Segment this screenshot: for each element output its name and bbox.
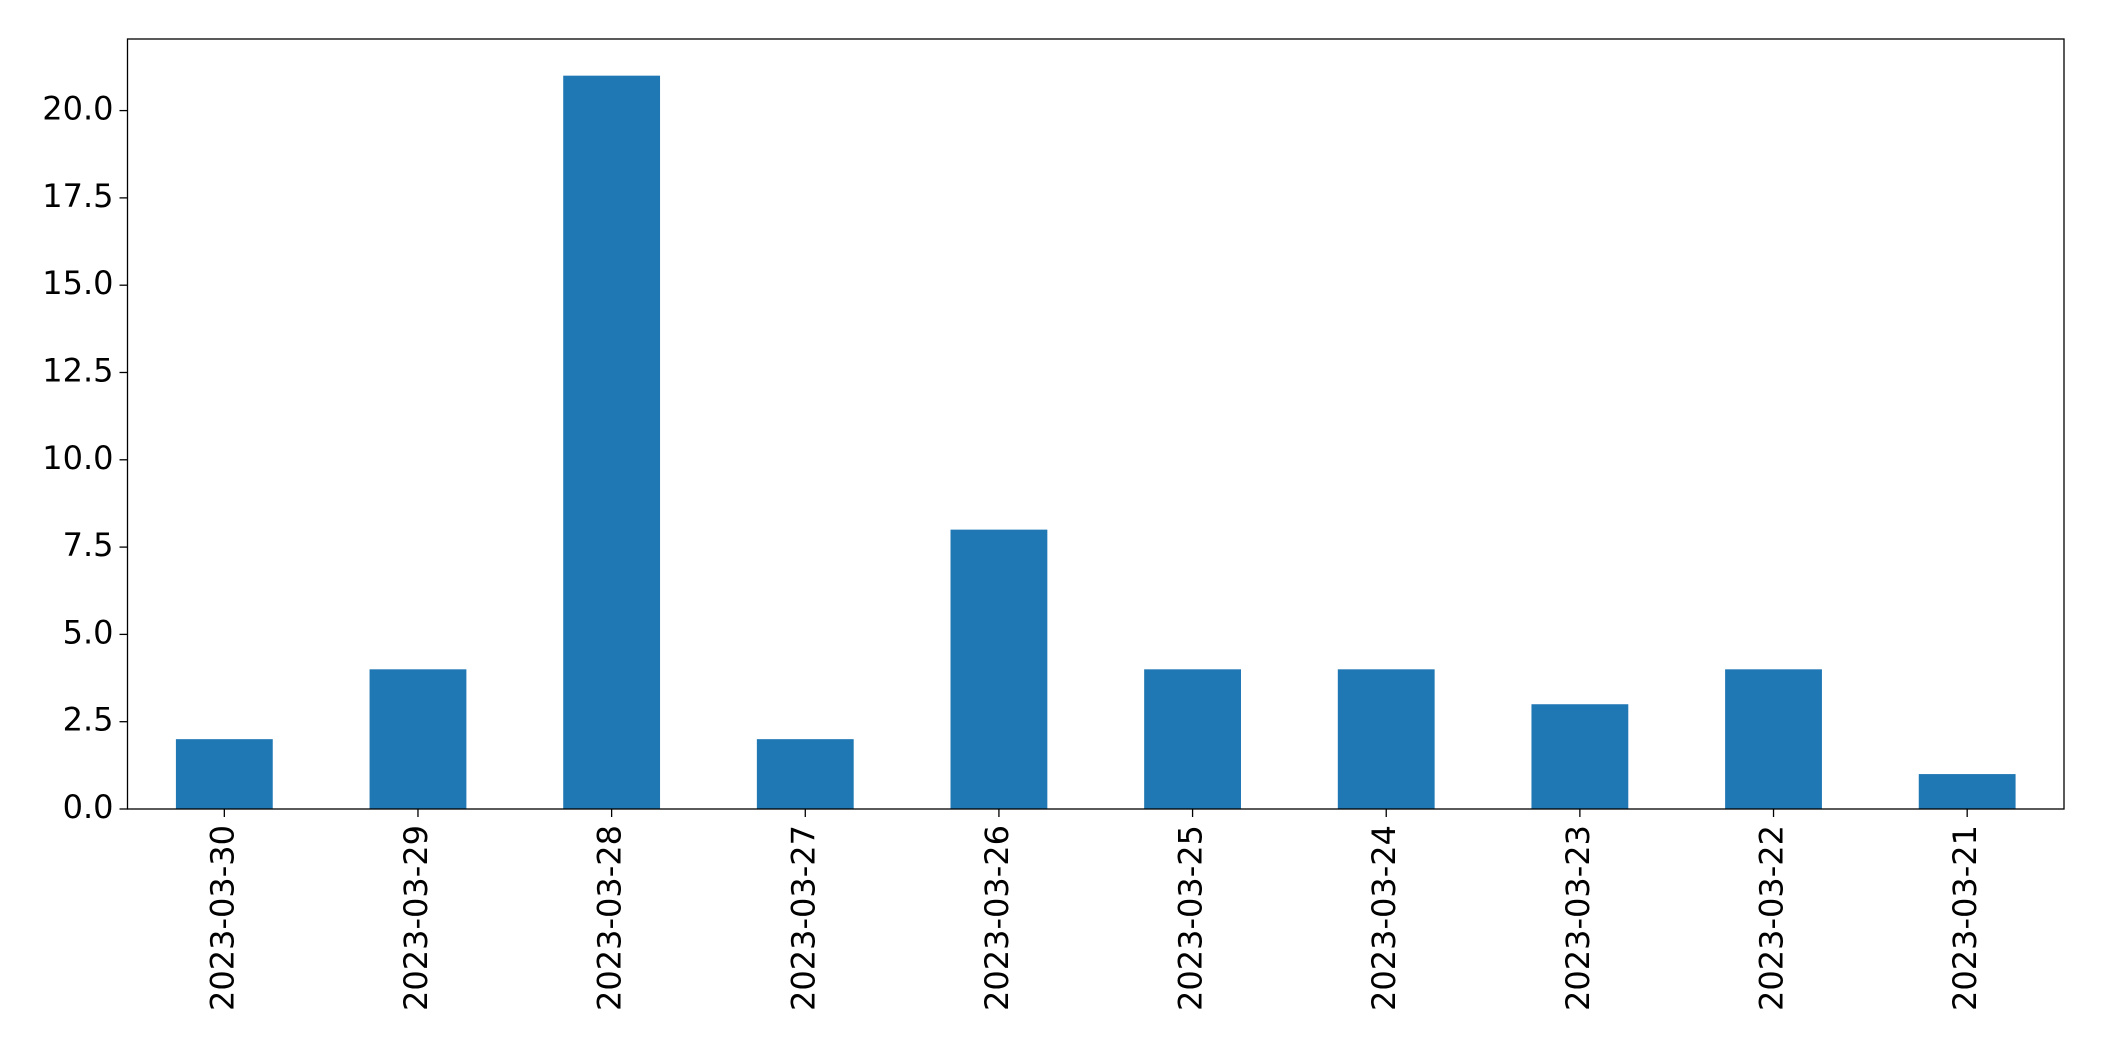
bar	[563, 75, 661, 809]
x-tick-label: 2023-03-26	[978, 825, 1016, 1011]
y-tick-label: 7.5	[63, 526, 114, 564]
x-tick-label: 2023-03-24	[1365, 825, 1403, 1011]
bar	[1144, 669, 1241, 809]
x-tick-label: 2023-03-29	[397, 825, 435, 1011]
y-tick-label: 15.0	[42, 264, 113, 302]
y-tick-label: 12.5	[42, 351, 113, 389]
x-tick-label: 2023-03-28	[591, 825, 629, 1011]
y-tick-label: 2.5	[63, 701, 114, 739]
x-tick-label: 2023-03-30	[203, 825, 241, 1011]
bar	[756, 739, 854, 809]
y-tick-label: 10.0	[42, 439, 113, 477]
bar	[1531, 704, 1629, 809]
bar	[175, 739, 273, 809]
bar	[1918, 774, 2016, 809]
y-tick-label: 20.0	[42, 90, 113, 128]
x-tick-label: 2023-03-22	[1753, 825, 1791, 1011]
x-tick-label: 2023-03-23	[1559, 825, 1597, 1011]
bar	[1725, 669, 1822, 809]
bar	[369, 669, 467, 809]
bar	[1337, 669, 1435, 809]
x-tick-label: 2023-03-21	[1946, 825, 1984, 1011]
bar	[950, 529, 1048, 809]
y-tick-label: 17.5	[42, 177, 113, 215]
axes-frame	[126, 38, 2065, 810]
y-tick-label: 5.0	[63, 613, 114, 651]
x-tick-label: 2023-03-25	[1172, 825, 1210, 1011]
y-tick-label: 0.0	[63, 788, 114, 826]
x-tick-label: 2023-03-27	[784, 825, 822, 1011]
